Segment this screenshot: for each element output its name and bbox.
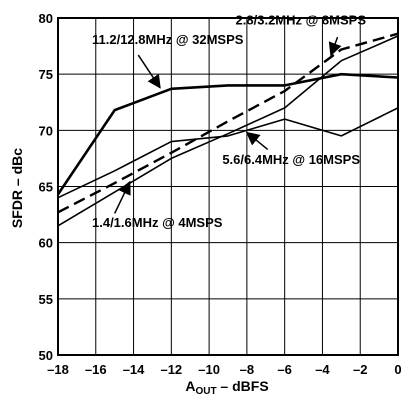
x-tick-label: 0 [394,362,401,377]
y-tick-label: 60 [39,236,53,251]
y-tick-label: 65 [39,180,53,195]
y-axis-label: SFDR – dBc [9,148,25,228]
x-tick-label: –16 [85,362,107,377]
annotation-arrow-1 [328,36,342,57]
y-tick-label: 75 [39,67,53,82]
series-line-3 [57,35,399,227]
series-lines [56,32,399,227]
y-tick-label: 50 [39,348,53,363]
annotation-label-1: 2.8/3.2MHz @ 8MSPS [236,13,367,28]
x-tick-label: –8 [240,362,254,377]
x-tick-labels: –18 –16 –14 –12 –10 –8 –6 –4 –2 0 [47,362,401,377]
annotation-arrow-2 [245,131,269,151]
x-tick-label: –12 [160,362,182,377]
series-line-0 [56,72,399,196]
annotation-arrow-3 [113,180,131,214]
annotation-arrow-0 [137,54,161,89]
series-line-1 [57,32,399,214]
x-axis-label-rest: – dBFS [217,378,269,394]
x-tick-label: –10 [198,362,220,377]
plot-frame [57,17,399,356]
annotation-label-3: 1.4/1.6MHz @ 4MSPS [92,215,223,230]
y-tick-label: 55 [39,292,53,307]
series-line-2 [57,107,399,199]
x-axis-label-main: A [185,378,195,394]
x-tick-label: –6 [277,362,291,377]
y-tick-label: 80 [39,11,53,26]
annotation-label-2: 5.6/6.4MHz @ 16MSPS [222,152,360,167]
x-axis-label-subscript: OUT [195,386,216,397]
x-tick-label: –2 [353,362,367,377]
y-tick-label: 70 [39,123,53,138]
x-tick-label: –14 [123,362,145,377]
y-tick-labels: 50 55 60 65 70 75 80 [39,11,53,363]
x-tick-label: –4 [315,362,330,377]
x-axis-label: AOUT – dBFS [185,378,268,397]
annotations: 11.2/12.8MHz @ 32MSPS 2.8/3.2MHz @ 8MSPS 5… [92,13,366,230]
annotation-label-0: 11.2/12.8MHz @ 32MSPS [92,32,244,47]
x-tick-label: –18 [47,362,69,377]
